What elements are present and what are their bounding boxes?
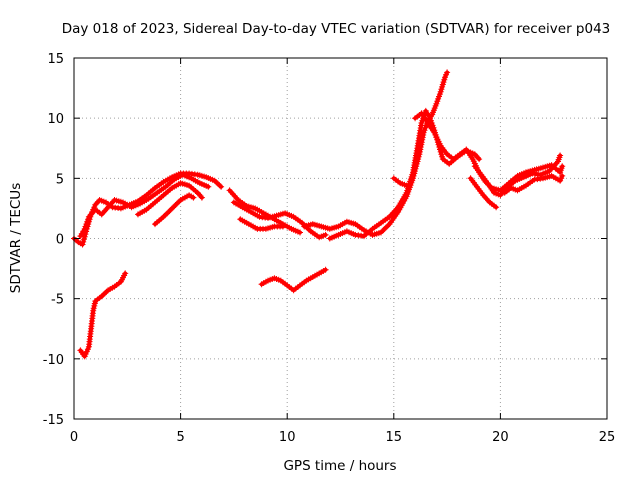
y-tick-label: 15 — [47, 52, 64, 67]
data-series — [230, 199, 329, 241]
plus-markers — [471, 152, 564, 199]
data-series — [467, 175, 500, 211]
x-tick-label: 0 — [70, 430, 78, 445]
data-series — [471, 152, 564, 199]
plus-markers — [230, 199, 329, 241]
y-tick-label: 0 — [56, 233, 64, 248]
plus-markers — [77, 171, 212, 240]
data-series — [237, 216, 286, 232]
x-tick-label: 25 — [599, 430, 616, 445]
y-tick-label: -10 — [43, 353, 64, 368]
grid — [74, 58, 607, 419]
y-tick-label: 10 — [47, 112, 64, 127]
data-series-line — [327, 108, 482, 241]
data-series — [258, 266, 329, 294]
plus-markers — [258, 266, 329, 294]
plus-markers — [135, 180, 205, 218]
y-axis-label: SDTVAR / TECUs — [8, 183, 24, 293]
plus-markers — [152, 192, 197, 228]
plus-markers — [77, 270, 129, 360]
y-tick-label: 5 — [56, 172, 64, 187]
x-tick-label: 15 — [386, 430, 403, 445]
x-tick-label: 10 — [279, 430, 296, 445]
plus-markers — [237, 216, 286, 232]
x-axis-label: GPS time / hours — [283, 458, 396, 474]
plus-markers — [467, 175, 500, 211]
plus-markers — [501, 172, 566, 196]
chart-title: Day 018 of 2023, Sidereal Day-to-day VTE… — [62, 21, 611, 37]
axis-ticks: 0 5 10 15 20 25 -15 -10 -5 0 5 10 15 — [43, 52, 616, 445]
plot-area-frame — [73, 57, 608, 420]
data-series — [301, 69, 451, 238]
x-tick-label: 5 — [176, 430, 184, 445]
data-series — [77, 171, 212, 240]
data-series — [501, 172, 566, 196]
data-series — [135, 180, 205, 218]
data-series — [77, 270, 129, 360]
y-tick-label: -15 — [43, 413, 64, 428]
data-series-line — [302, 70, 450, 237]
y-tick-label: -5 — [51, 293, 64, 308]
plus-markers — [301, 69, 451, 238]
data-series — [152, 192, 197, 228]
data-series-group — [71, 69, 566, 360]
data-series — [390, 175, 410, 189]
x-tick-label: 20 — [492, 430, 509, 445]
plus-markers — [390, 175, 410, 189]
